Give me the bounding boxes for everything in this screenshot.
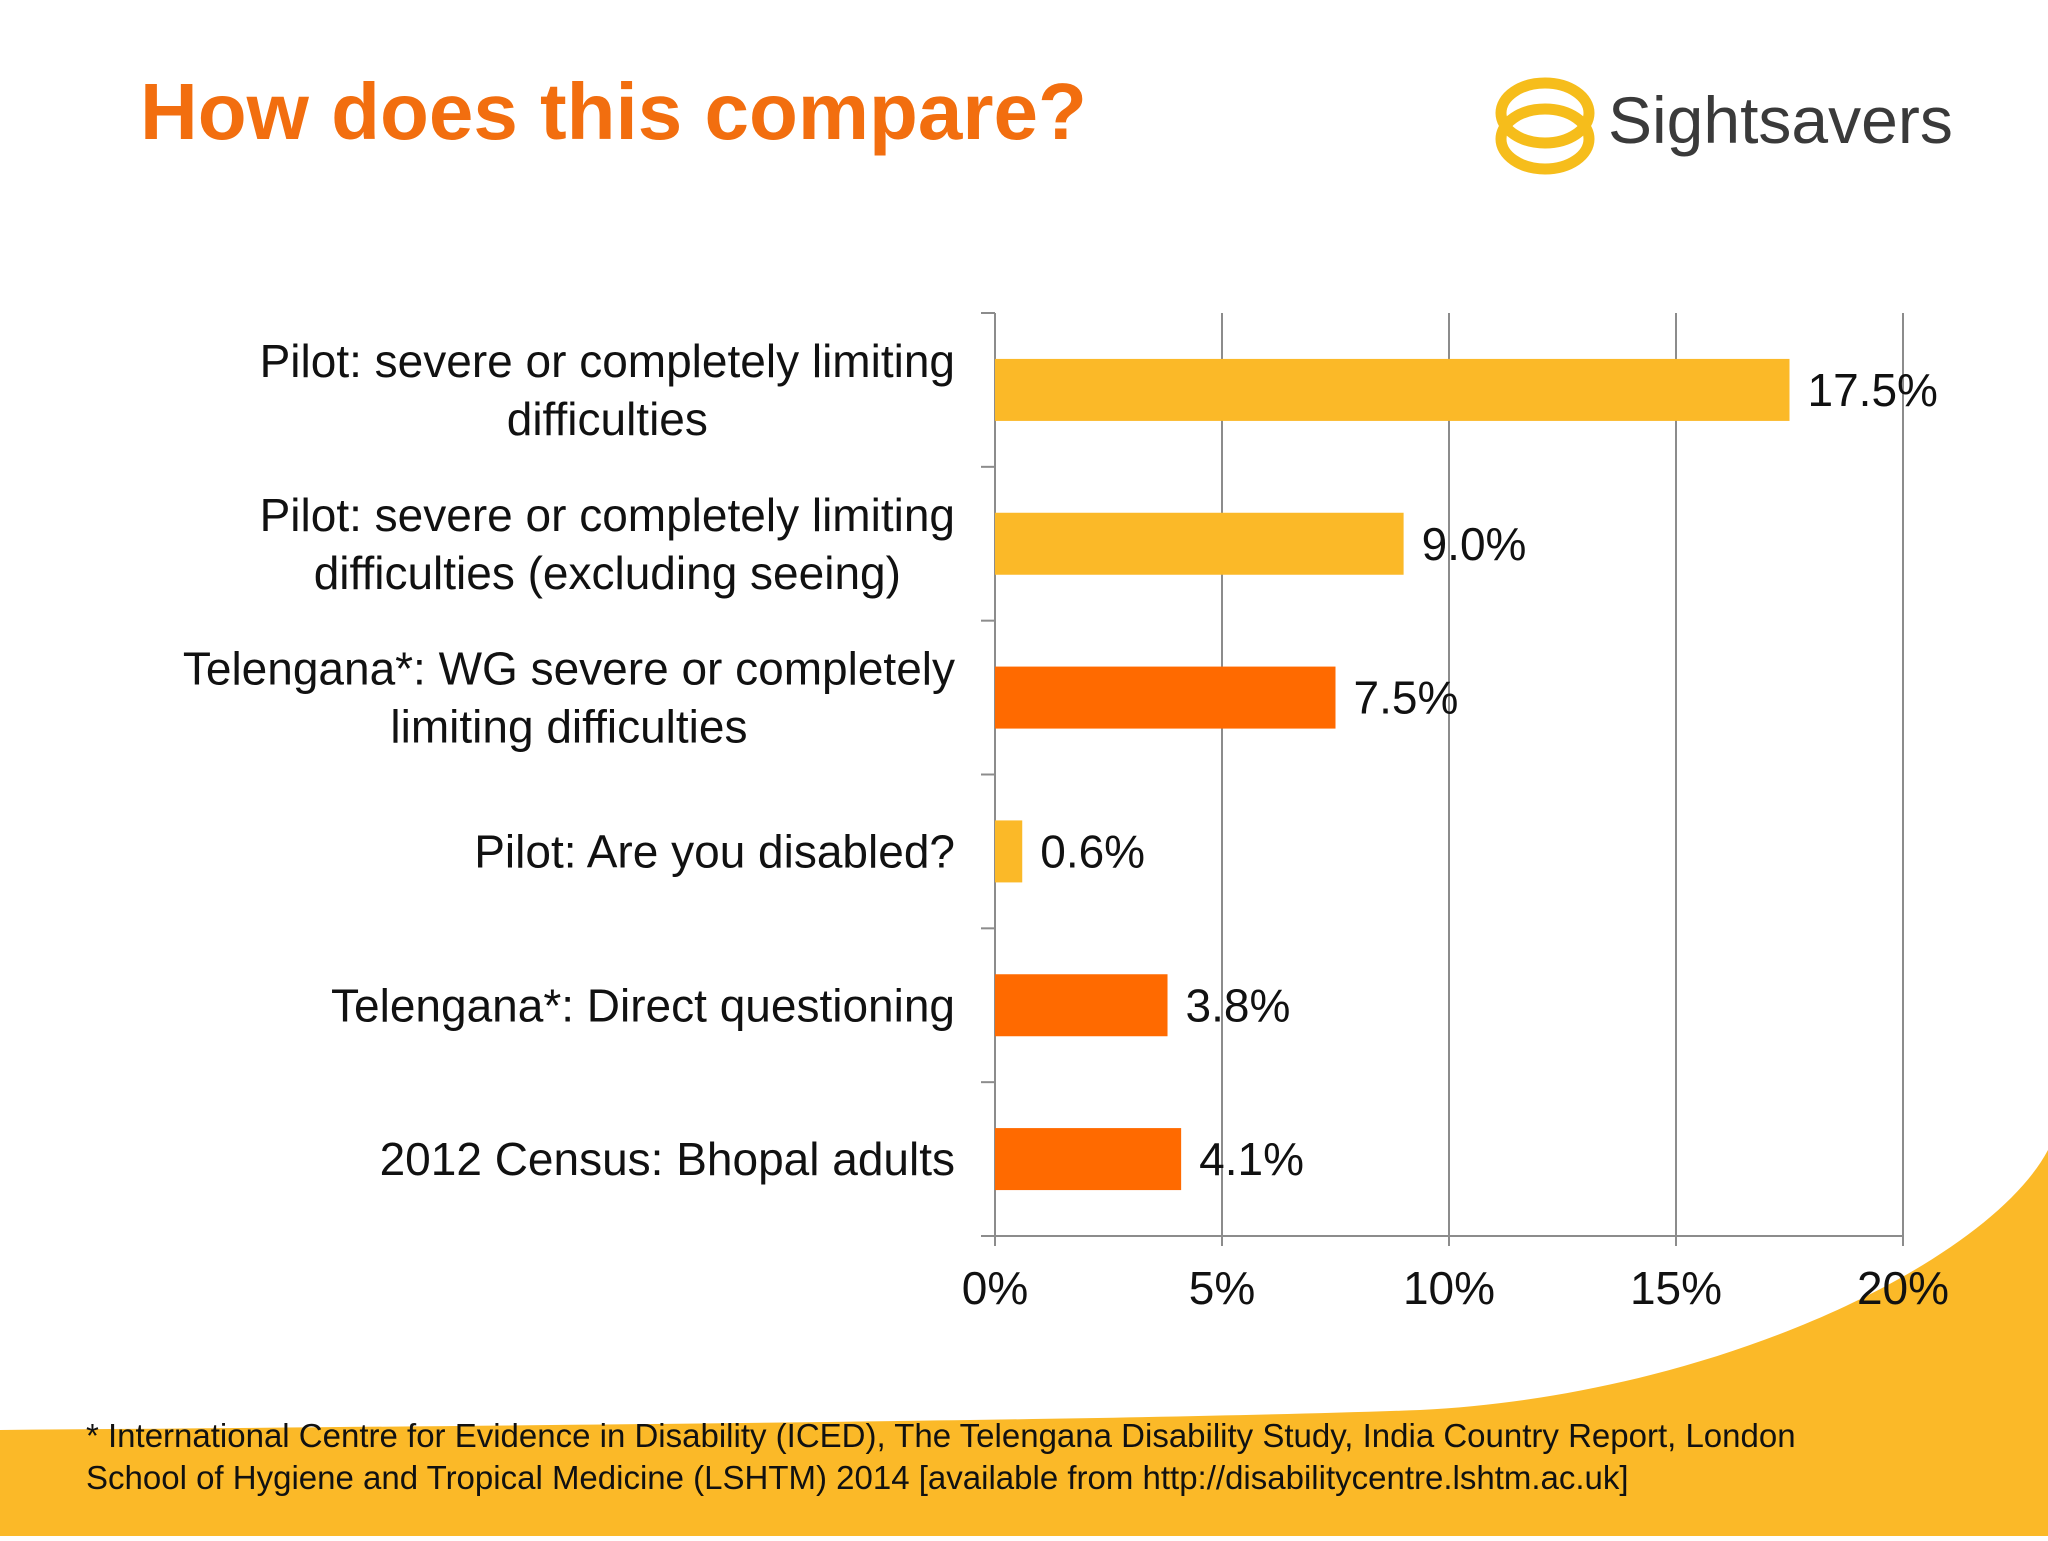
- category-label: Pilot: severe or completely limiting diff…: [260, 489, 955, 599]
- background-wave-band: [0, 1150, 2048, 1536]
- data-label: 0.6%: [1040, 825, 1145, 877]
- category-label: Telengana*: WG severe or completely limit…: [183, 643, 955, 753]
- footnote: * International Centre for Evidence in D…: [86, 1415, 1966, 1499]
- bar-chart: 0% 5% 10% 15% 20% 17.5% Pilot: severe or compl…: [183, 312, 1949, 1314]
- bar: [995, 820, 1023, 883]
- data-label: 9.0%: [1422, 518, 1527, 570]
- data-label: 3.8%: [1186, 979, 1291, 1031]
- x-tick-label: 10%: [1403, 1262, 1495, 1314]
- category-label: Telengana*: Direct questioning: [331, 979, 955, 1031]
- data-label: 17.5%: [1808, 364, 1938, 416]
- data-label: 7.5%: [1354, 672, 1459, 724]
- data-label: 4.1%: [1199, 1133, 1304, 1185]
- category-label: 2012 Census: Bhopal adults: [380, 1133, 955, 1185]
- category-label: Pilot: severe or completely limiting diff…: [260, 335, 955, 445]
- sightsavers-rings-icon: [1495, 77, 1595, 175]
- bar: [995, 1128, 1182, 1191]
- category-label: Pilot: Are you disabled?: [474, 825, 955, 877]
- footnote-line-2: School of Hygiene and Tropical Medicine …: [86, 1459, 1629, 1496]
- bar: [995, 358, 1790, 421]
- slide-title: How does this compare?: [140, 67, 1087, 156]
- footnote-line-1: * International Centre for Evidence in D…: [86, 1417, 1796, 1454]
- x-tick-label: 5%: [1189, 1262, 1255, 1314]
- bar: [995, 666, 1336, 729]
- bar: [995, 512, 1404, 575]
- logo-wordmark: Sightsavers: [1608, 83, 1953, 157]
- x-tick-label: 0%: [962, 1262, 1028, 1314]
- sightsavers-logo: Sightsavers: [1495, 77, 1953, 175]
- x-tick-label: 15%: [1630, 1262, 1722, 1314]
- x-tick-label: 20%: [1857, 1262, 1949, 1314]
- bar: [995, 974, 1168, 1037]
